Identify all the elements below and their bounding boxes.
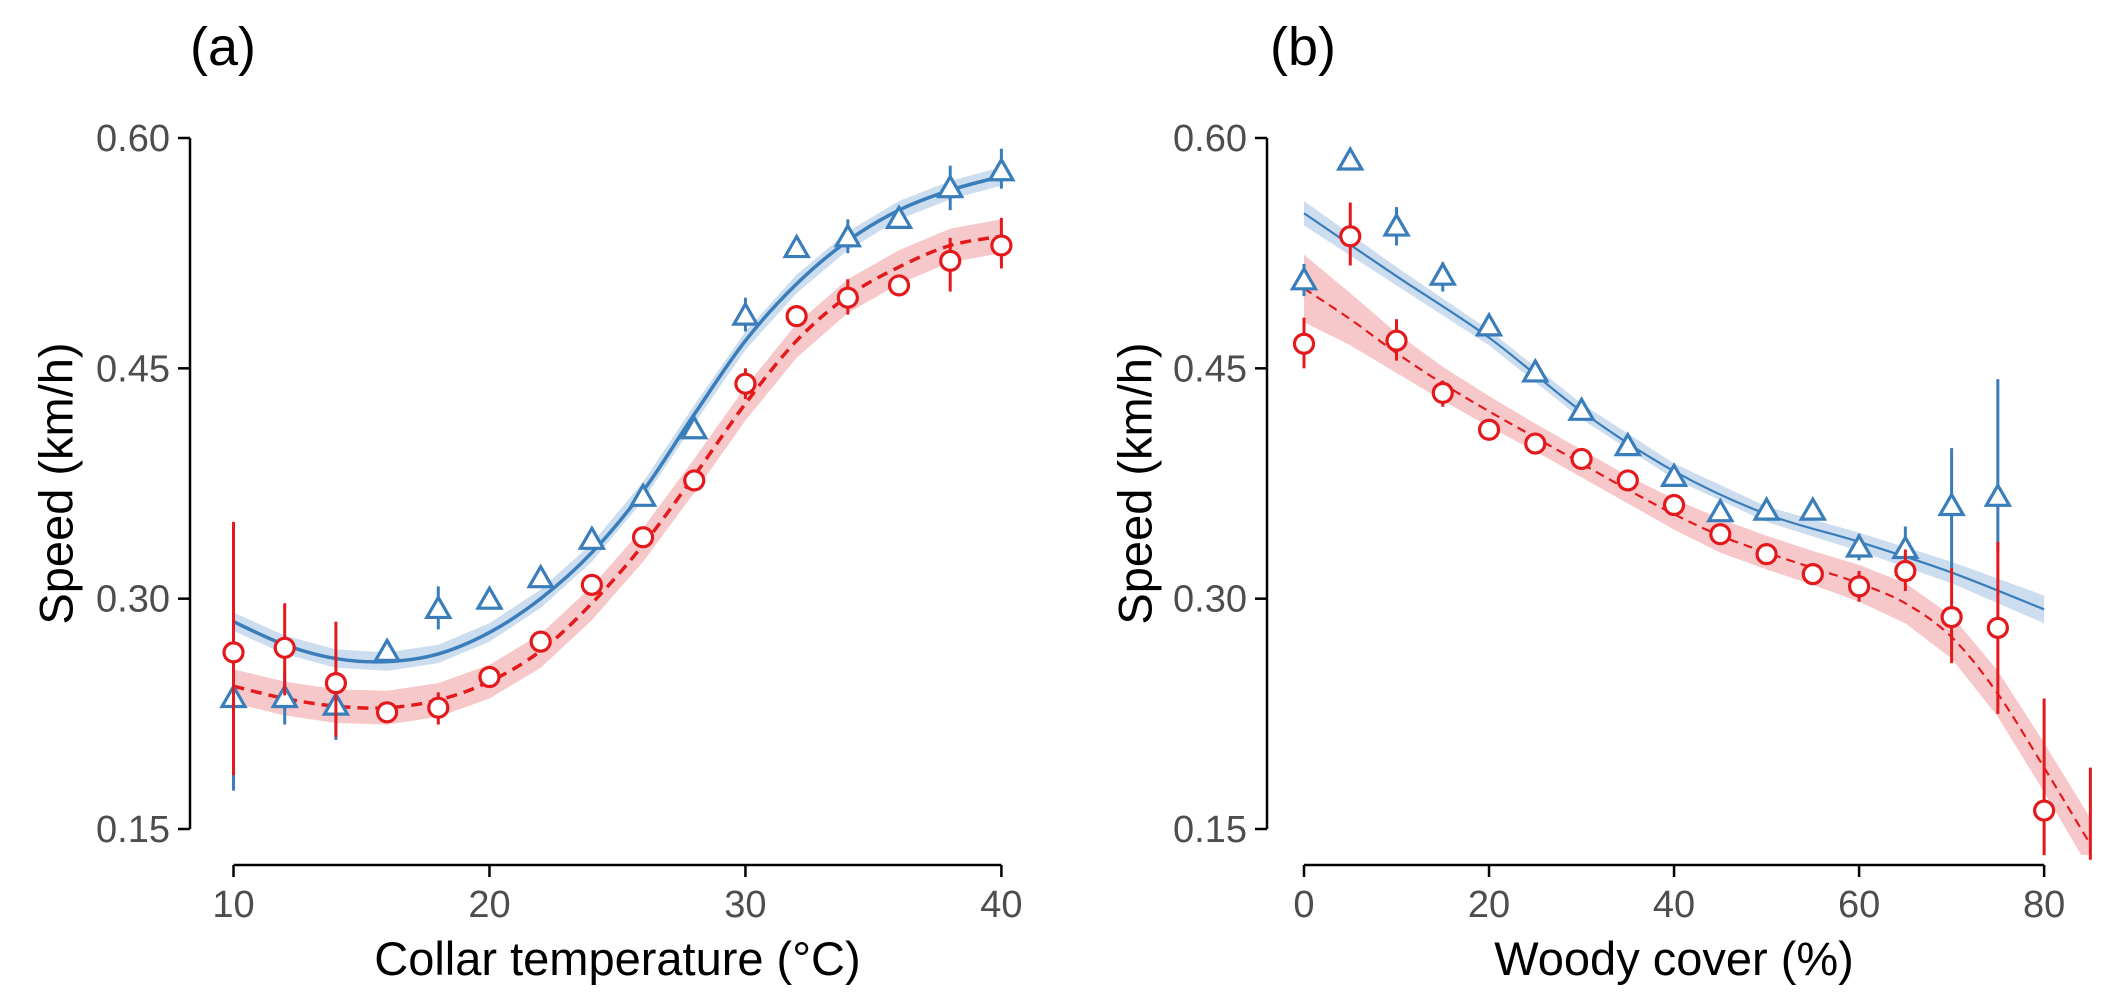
- data-point-triangle: [424, 594, 453, 620]
- y-tick-label: 0.30: [96, 579, 170, 621]
- data-point-circle: [1940, 605, 1963, 629]
- y-tick-label: 0.15: [1173, 809, 1247, 851]
- data-point-circle: [427, 696, 450, 719]
- y-tick-label: 0.60: [96, 118, 170, 160]
- x-tick-label: 30: [724, 884, 766, 926]
- data-point-circle: [1524, 432, 1547, 455]
- data-point-circle: [990, 234, 1013, 257]
- data-point-circle: [1385, 329, 1408, 352]
- x-tick-label: 20: [468, 884, 510, 926]
- data-point-triangle: [935, 173, 965, 199]
- data-point-triangle: [731, 300, 760, 326]
- data-point-circle: [1339, 225, 1362, 248]
- data-point-circle: [1616, 469, 1639, 492]
- data-point-triangle: [577, 525, 607, 550]
- x-tick-label: 60: [1838, 884, 1880, 926]
- data-point-triangle: [884, 204, 914, 229]
- data-point-circle: [324, 672, 347, 695]
- data-point-circle: [683, 469, 706, 492]
- data-point-circle: [1986, 616, 2009, 639]
- data-point-triangle: [833, 222, 863, 248]
- data-point-circle: [1431, 381, 1454, 405]
- data-point-triangle: [270, 683, 299, 709]
- data-point-circle: [887, 274, 911, 297]
- data-point-circle: [478, 665, 501, 689]
- data-point-triangle: [1382, 211, 1411, 237]
- y-tick-label: 0.30: [1173, 579, 1247, 621]
- data-point-circle: [222, 641, 245, 664]
- data-point-circle: [631, 526, 655, 549]
- y-tick-label: 0.45: [96, 348, 170, 390]
- confidence-band: [233, 219, 1002, 725]
- confidence-band: [233, 167, 1002, 671]
- data-point-triangle: [1289, 265, 1319, 291]
- confidence-band: [1304, 200, 2045, 624]
- data-point-circle: [1847, 575, 1871, 598]
- data-point-triangle: [679, 414, 709, 440]
- data-point-circle: [1477, 418, 1501, 441]
- data-point-triangle: [475, 584, 504, 610]
- data-point-triangle: [782, 233, 811, 259]
- x-tick-label: 40: [1653, 884, 1695, 926]
- x-tick-label: 10: [212, 884, 254, 926]
- panel-b: (b) 0.15 0.30 0.45 0.60 0 20 40 60 80 Woody cover …: [1108, 17, 2092, 985]
- data-point-circle: [1801, 562, 1824, 586]
- data-point-circle: [1709, 523, 1732, 546]
- y-tick-label: 0.60: [1173, 118, 1247, 160]
- data-point-triangle: [1937, 491, 1966, 517]
- data-point-triangle: [1983, 482, 2013, 507]
- fit-line-red: [233, 234, 1002, 710]
- data-point-triangle: [1428, 260, 1458, 286]
- y-axis-title: Speed (km/h): [1108, 342, 1161, 624]
- x-tick-label: 20: [1468, 884, 1510, 926]
- data-point-circle: [1755, 543, 1778, 566]
- x-axis-title: Woody cover (%): [1494, 932, 1854, 985]
- fit-line-blue: [1303, 212, 2045, 611]
- data-point-triangle: [526, 563, 555, 589]
- data-point-triangle: [987, 156, 1016, 182]
- data-point-circle: [1570, 447, 1593, 471]
- data-point-triangle: [1474, 311, 1504, 337]
- data-point-circle: [2033, 799, 2056, 822]
- data-point-circle: [939, 249, 962, 272]
- data-point-triangle: [1752, 495, 1781, 521]
- x-tick-label: 40: [980, 884, 1022, 926]
- data-point-circle: [529, 630, 552, 653]
- panel-label: (b): [1270, 17, 1336, 77]
- data-point-circle: [273, 636, 296, 659]
- data-point-triangle: [1335, 145, 1365, 171]
- x-tick-label: 80: [2023, 884, 2065, 926]
- data-point-circle: [734, 372, 757, 395]
- data-point-triangle: [1706, 497, 1735, 523]
- data-point-circle: [1894, 559, 1917, 583]
- y-tick-label: 0.15: [96, 809, 170, 851]
- data-point-circle: [836, 286, 859, 309]
- x-tick-label: 0: [1293, 884, 1314, 926]
- confidence-band: [1304, 254, 2091, 855]
- data-point-circle: [375, 701, 399, 724]
- panel-label: (a): [190, 17, 256, 77]
- data-point-triangle: [1798, 495, 1828, 521]
- data-point-triangle: [1567, 396, 1596, 421]
- y-tick-label: 0.45: [1173, 348, 1247, 390]
- data-point-circle: [580, 573, 603, 596]
- data-point-circle: [785, 305, 808, 328]
- y-axis-title: Speed (km/h): [29, 342, 82, 624]
- data-point-circle: [1292, 332, 1316, 355]
- data-point-circle: [1662, 493, 1686, 517]
- x-axis-title: Collar temperature (°C): [374, 932, 860, 985]
- data-point-triangle: [1844, 532, 1874, 558]
- panel-a: (a) 0.15 0.30 0.45 0.60 10 20 30 40 Collar temper…: [29, 17, 1022, 985]
- data-point-triangle: [1521, 357, 1550, 383]
- data-point-triangle: [1659, 462, 1689, 487]
- data-point-triangle: [372, 637, 402, 663]
- data-point-triangle: [1613, 431, 1643, 457]
- data-point-triangle: [628, 482, 658, 507]
